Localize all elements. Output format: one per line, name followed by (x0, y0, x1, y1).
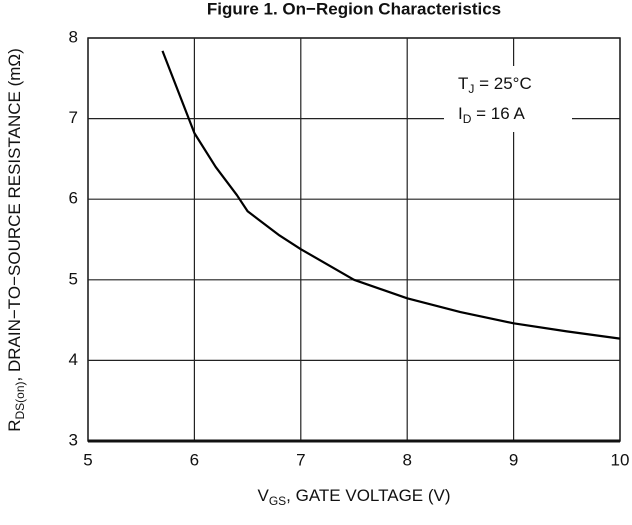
annotation-part: T (458, 74, 468, 93)
x-tick-label: 5 (83, 450, 92, 469)
annotation-part: = 16 A (471, 104, 525, 123)
annotation-sub: J (468, 82, 474, 96)
y-tick-label: 6 (69, 189, 78, 208)
annotation: TJ = 25°C (458, 74, 532, 96)
x-tick-label: 7 (296, 450, 305, 469)
annotation: ID = 16 A (458, 104, 525, 126)
y-tick-label: 7 (69, 108, 78, 127)
x-tick-label: 9 (509, 450, 518, 469)
annotation-background (444, 66, 572, 132)
y-axis-label: RDS(on), DRAIN−TO−SOURCE RESISTANCE (mΩ) (5, 48, 27, 432)
x-tick-label: 8 (402, 450, 411, 469)
x-axis-label: VGS, GATE VOLTAGE (V) (257, 486, 450, 508)
annotation-sub: D (463, 112, 472, 126)
y-tick-label: 3 (69, 430, 78, 449)
y-tick-label: 8 (69, 27, 78, 46)
data-line (161, 50, 621, 340)
y-tick-label: 4 (69, 350, 78, 369)
y-tick-label: 5 (69, 269, 78, 288)
chart-title: Figure 1. On−Region Characteristics (207, 0, 501, 18)
annotation-part: = 25°C (474, 74, 531, 93)
x-tick-label: 6 (190, 450, 199, 469)
x-tick-label: 10 (611, 450, 630, 469)
annotation-part: I (458, 104, 463, 123)
